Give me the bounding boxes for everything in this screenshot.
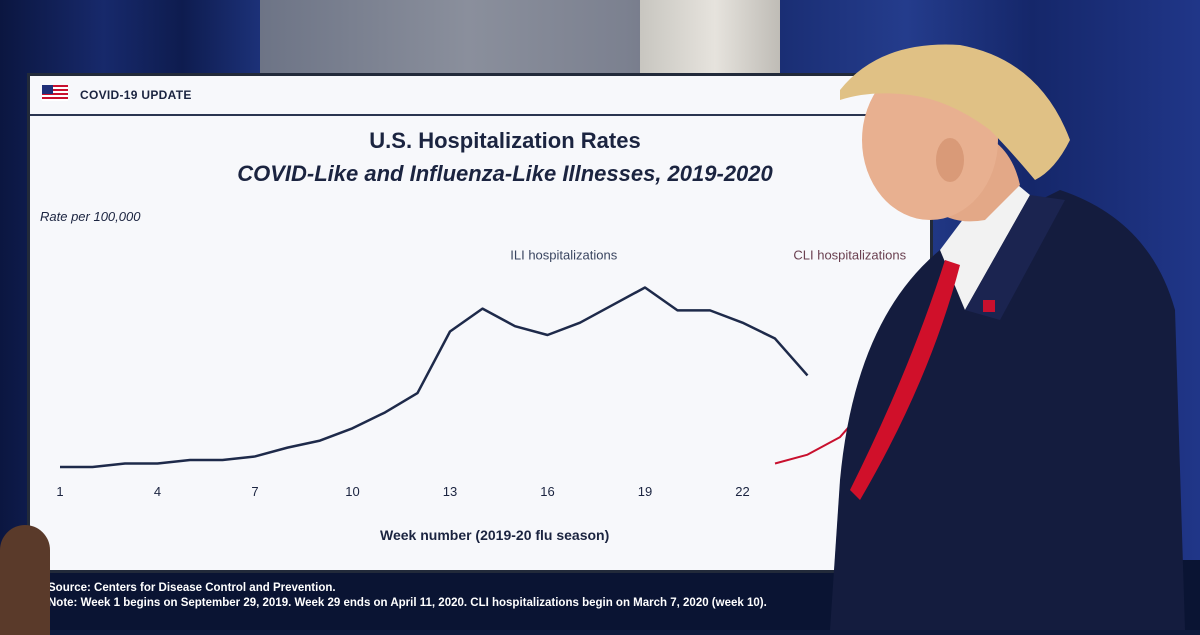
x-tick-label: 4 — [154, 484, 161, 499]
series-annotation: ILI hospitalizations — [510, 247, 617, 262]
x-axis-label: Week number (2019-20 flu season) — [380, 527, 610, 543]
us-flag-icon — [42, 85, 68, 101]
x-tick-label: 19 — [638, 484, 652, 499]
source-note: Source: Centers for Disease Control and … — [48, 582, 336, 594]
background-column — [640, 0, 790, 80]
screen-header-label: COVID-19 UPDATE — [80, 88, 192, 102]
x-tick-label: 7 — [251, 484, 258, 499]
audience-shoulder — [0, 525, 50, 635]
chart-title: U.S. Hospitalization Rates — [369, 128, 641, 153]
x-tick-label: 1 — [56, 484, 63, 499]
x-tick-label: 10 — [345, 484, 359, 499]
screen-header: COVID-19 UPDATE — [30, 76, 930, 116]
speaker-figure — [830, 44, 1185, 630]
presentation-screen: COVID-19 UPDATE U.S. Hospitalization Rat… — [30, 76, 930, 570]
y-axis-label: Rate per 100,000 — [40, 209, 141, 224]
x-tick-label: 13 — [443, 484, 457, 499]
chart-subtitle: COVID-Like and Influenza-Like Illnesses,… — [237, 161, 773, 186]
series-line-ili — [60, 286, 809, 469]
x-tick-label: 16 — [540, 484, 554, 499]
series-annotation: CLI hospitalizations — [793, 247, 906, 262]
x-tick-label: 22 — [735, 484, 749, 499]
footnote: Note: Week 1 begins on September 29, 201… — [48, 597, 767, 609]
line-chart: 1 4 7 10 13 16 19 22 ILI hospitalizations CLI hos… — [56, 247, 906, 499]
